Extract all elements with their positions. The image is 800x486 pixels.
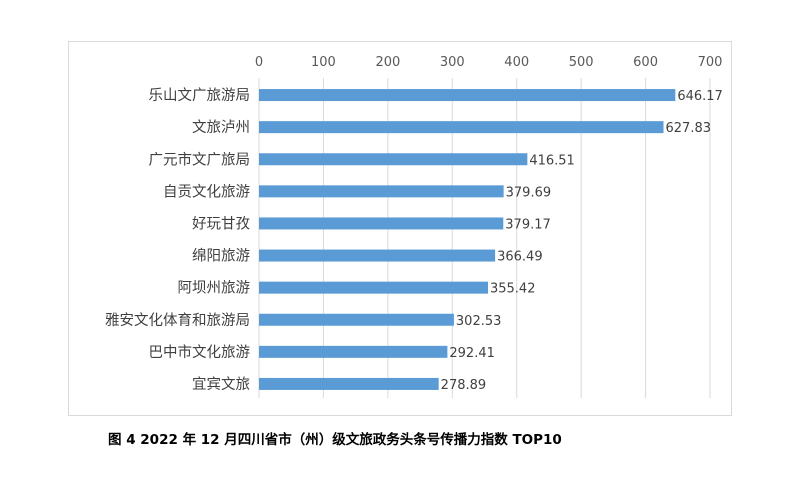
figure-caption: 图 4 2022 年 12 月四川省市（州）级文旅政务头条号传播力指数 TOP1… <box>108 432 562 448</box>
bar <box>259 313 454 326</box>
bar <box>259 89 676 102</box>
bar <box>259 153 528 166</box>
value-label: 416.51 <box>529 153 575 168</box>
value-label: 646.17 <box>677 89 723 104</box>
category-label: 好玩甘孜 <box>192 215 250 232</box>
category-label: 巴中市文化旅游 <box>149 344 251 361</box>
bars <box>259 89 676 390</box>
x-tick-label: 200 <box>375 55 400 70</box>
category-label: 绵阳旅游 <box>192 248 250 265</box>
x-tick-label: 0 <box>255 55 263 70</box>
category-label: 广元市文广旅局 <box>149 151 251 168</box>
category-label: 阿坝州旅游 <box>178 280 251 297</box>
value-label: 278.89 <box>441 378 487 393</box>
value-label: 366.49 <box>497 250 543 265</box>
bar <box>259 345 448 358</box>
value-label: 355.42 <box>490 282 536 297</box>
category-label: 文旅泸州 <box>192 119 250 136</box>
category-label: 雅安文化体育和旅游局 <box>105 312 250 329</box>
category-label: 宜宾文旅 <box>192 376 250 393</box>
bar <box>259 281 488 294</box>
x-tick-label: 300 <box>440 55 465 70</box>
category-labels: 乐山文广旅游局文旅泸州广元市文广旅局自贡文化旅游好玩甘孜绵阳旅游阿坝州旅游雅安文… <box>105 87 250 393</box>
value-label: 302.53 <box>456 314 502 329</box>
category-label: 乐山文广旅游局 <box>149 87 251 104</box>
x-tick-label: 100 <box>311 55 336 70</box>
value-label: 627.83 <box>666 121 712 136</box>
x-tick-label: 700 <box>698 55 723 70</box>
value-label: 292.41 <box>449 346 495 361</box>
bar <box>259 217 504 230</box>
bar <box>259 377 439 390</box>
category-label: 自贡文化旅游 <box>163 183 250 200</box>
x-tick-label: 500 <box>569 55 594 70</box>
bar <box>259 121 664 134</box>
bar <box>259 185 504 198</box>
value-labels: 646.17 627.83 416.51 379.69 379.17 366.49 355.… <box>441 89 723 393</box>
x-axis-ticks: 0 100 200 300 400 500 600 700 <box>255 55 723 70</box>
bar <box>259 249 496 262</box>
value-label: 379.69 <box>506 185 552 200</box>
x-tick-label: 600 <box>633 55 658 70</box>
value-label: 379.17 <box>505 217 551 232</box>
x-tick-label: 400 <box>504 55 529 70</box>
